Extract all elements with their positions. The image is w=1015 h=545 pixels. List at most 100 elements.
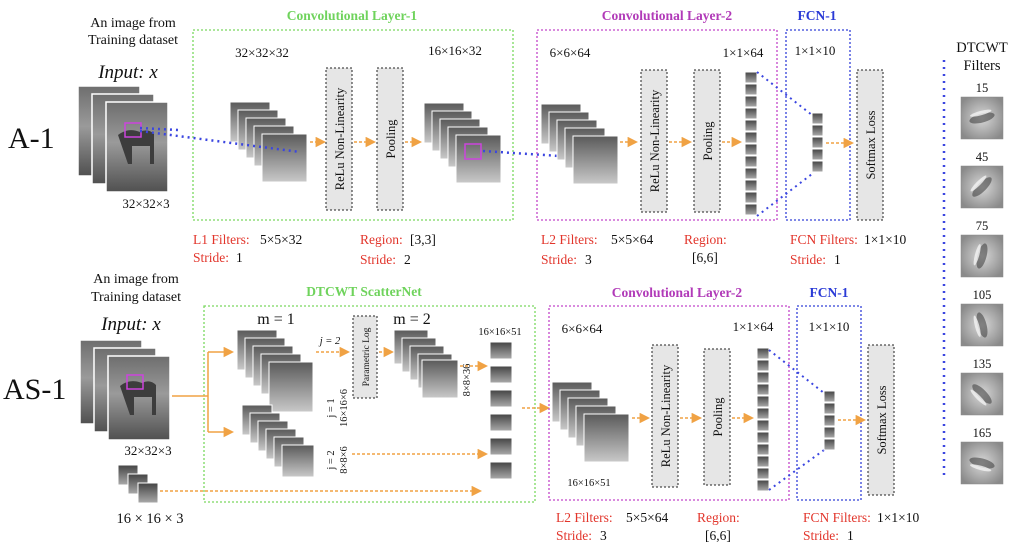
pool1-region-value: [3,3] — [410, 232, 436, 247]
l2-filters-value-as1: 5×5×64 — [626, 510, 668, 525]
scatternet-box — [203, 305, 536, 503]
filter-angle-label: 135 — [973, 357, 992, 371]
branch-trunk — [172, 352, 209, 432]
filter-angle-label: 165 — [973, 426, 992, 440]
relu-label-conv2-a1: ReLu Non-Linearity — [648, 89, 662, 192]
input-size-a1: 32×32×3 — [122, 196, 169, 211]
l1-stride-value: 1 — [236, 250, 243, 265]
vector-cell — [756, 347, 770, 360]
pool1-region-label: Region: — [360, 232, 403, 247]
parametric-log-label: Parametric Log — [362, 327, 372, 386]
vector-cell — [744, 107, 758, 120]
concat-cell — [489, 413, 513, 432]
vector-stack-as1 — [756, 347, 770, 492]
conv2-dim-out-as1: 1×1×64 — [733, 319, 774, 334]
input-image-stack-a1 — [77, 85, 169, 193]
conv-layer1-title: Convolutional Layer-1 — [287, 8, 418, 23]
filters-title-line2: Filters — [963, 58, 1000, 74]
input-caption-a1-line1: An image from — [90, 16, 176, 31]
fcn-filters-value-as1: 1×1×10 — [877, 510, 919, 525]
j1-dim: 16×16×6 — [339, 389, 350, 427]
vector-cell — [756, 419, 770, 432]
scatternet-title: DTCWT ScatterNet — [306, 284, 422, 299]
feature-maps-conv2-a1 — [540, 103, 619, 185]
j2-label: j = 2 — [326, 450, 337, 470]
filter-tile — [960, 96, 1004, 140]
fcn-stride-label-a1: Stride: — [790, 252, 826, 267]
m2-label: m = 2 — [393, 311, 430, 328]
filter-tile — [960, 303, 1004, 347]
input-size-as1: 32×32×3 — [124, 443, 171, 458]
parametric-log-block — [352, 315, 378, 399]
pool2-region-label-a1: Region: — [684, 232, 727, 247]
concat-dim: 16×16×51 — [478, 327, 521, 338]
fcn-cell — [823, 390, 836, 403]
fcn1-dim-a1: 1×1×10 — [795, 43, 836, 58]
fcn1-dim-as1: 1×1×10 — [809, 319, 850, 334]
vector-cell — [756, 455, 770, 468]
fc-link-bottom-a1 — [756, 173, 813, 217]
concat-cell — [489, 341, 513, 360]
filter-angle-label: 15 — [976, 81, 989, 95]
pool-label-conv2-a1: Pooling — [701, 121, 715, 161]
pool2-region-value-as1: [6,6] — [705, 528, 731, 543]
feature-maps-m1-j2 — [241, 404, 315, 478]
vector-cell — [756, 371, 770, 384]
vector-cell — [744, 143, 758, 156]
conv-layer1-box — [192, 29, 514, 221]
pool2-region-label-as1: Region: — [697, 510, 740, 525]
filter-angle-label: 75 — [976, 219, 989, 233]
input-image-stack-as1 — [79, 339, 171, 441]
m2-dim: 8×8×36 — [462, 364, 473, 397]
input-label-as1: Input: x — [100, 314, 161, 335]
j2-top-label: j = 2 — [318, 336, 341, 347]
conv1-dim-out: 16×16×32 — [428, 43, 482, 58]
conv-layer2-title-as1: Convolutional Layer-2 — [612, 285, 743, 300]
vector-cell — [756, 395, 770, 408]
vector-stack-a1 — [744, 71, 758, 216]
input-label-a1: Input: x — [97, 62, 158, 83]
conv2-dim-out-a1: 1×1×64 — [723, 45, 764, 60]
vector-cell — [744, 83, 758, 96]
l2-filters-label-as1: L2 Filters: — [556, 510, 613, 525]
feature-maps-conv1-in — [229, 101, 308, 183]
vector-cell — [744, 71, 758, 84]
pool-block-a1 — [376, 67, 404, 211]
row-as1: AS-1 An image from Training dataset Inpu… — [3, 272, 919, 543]
pool-block-conv2-as1 — [703, 348, 731, 486]
l2-stride-label-as1: Stride: — [556, 528, 592, 543]
concat-cell — [489, 389, 513, 408]
j2-dim: 8×8×6 — [339, 446, 350, 474]
conv-layer2-title-a1: Convolutional Layer-2 — [602, 8, 733, 23]
fcn1-title-a1: FCN-1 — [798, 8, 837, 23]
vector-cell — [756, 443, 770, 456]
fc-link-top-a1 — [756, 71, 813, 116]
fcn-filters-label-a1: FCN Filters: — [790, 232, 858, 247]
l1-stride-label: Stride: — [193, 250, 229, 265]
concat-cell — [489, 365, 513, 384]
fcn-stride-value-a1: 1 — [834, 252, 841, 267]
fcn-cell — [811, 112, 824, 125]
vector-cell — [744, 167, 758, 180]
vector-cell — [744, 179, 758, 192]
pool1-stride-label: Stride: — [360, 252, 396, 267]
l2-stride-value-a1: 3 — [585, 252, 592, 267]
input-caption-as1-line1: An image from — [93, 272, 179, 287]
softmax-label-a1: Softmax Loss — [864, 110, 878, 179]
softmax-block-a1 — [856, 69, 884, 221]
fcn-vector-a1 — [811, 112, 824, 173]
conv2-dim-in-as1: 6×6×64 — [562, 321, 603, 336]
fcn1-box-a1 — [785, 29, 851, 221]
l2-stride-value-as1: 3 — [600, 528, 607, 543]
fcn-stride-label-as1: Stride: — [803, 528, 839, 543]
relu-block-a1 — [325, 67, 353, 211]
feature-maps-conv2-as1 — [551, 381, 630, 463]
m1-label: m = 1 — [257, 311, 294, 328]
vector-cell — [756, 359, 770, 372]
vector-cell — [744, 155, 758, 168]
row-a1: A-1 An image from Training dataset Input… — [8, 8, 906, 267]
l2-filters-value-a1: 5×5×64 — [611, 232, 653, 247]
vector-cell — [744, 95, 758, 108]
vector-cell — [756, 431, 770, 444]
